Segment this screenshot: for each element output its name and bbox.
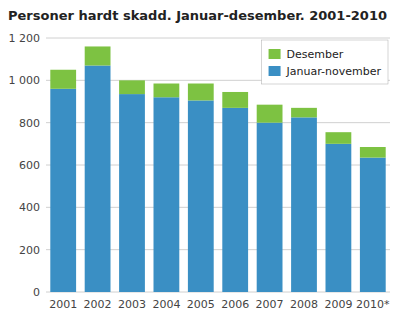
bar-segment [257, 123, 283, 292]
x-tick-label: 2001 [49, 298, 77, 311]
chart: Personer hardt skadd. Januar-desember. 2… [0, 0, 400, 320]
x-tick-label: 2002 [84, 298, 112, 311]
chart-container: Personer hardt skadd. Januar-desember. 2… [0, 0, 400, 320]
bar-segment [154, 84, 180, 98]
x-tick-label: 2004 [152, 298, 180, 311]
y-tick-label: 600 [19, 159, 40, 172]
x-tick-label: 2006 [221, 298, 249, 311]
y-tick-label: 0 [33, 286, 40, 299]
legend-label: Januar-november [286, 65, 382, 78]
x-tick-label: 2009 [324, 298, 352, 311]
legend-frame [262, 40, 388, 84]
bar-segment [85, 46, 111, 65]
bar-segment [119, 94, 145, 292]
grid-line [46, 38, 390, 39]
legend-label: Desember [287, 48, 344, 61]
bar-segment [222, 108, 248, 292]
x-tick-label: 2003 [118, 298, 146, 311]
legend: Desember Januar-november [262, 40, 388, 84]
bar-segment [360, 147, 386, 158]
bar-segment [291, 108, 317, 118]
title: Personer hardt skadd. Januar-desember. 2… [8, 8, 387, 23]
y-tick-label: 1 000 [9, 74, 41, 87]
y-tick-label: 800 [19, 117, 40, 130]
x-axis: 2001 2002 2003 2004 2005 2006 2007 2008 2009 2010… [49, 298, 390, 311]
bar-segment [50, 70, 76, 89]
y-tick-label: 400 [19, 201, 40, 214]
bar-segment [326, 144, 352, 292]
y-tick-label: 200 [19, 244, 40, 257]
x-tick-label: 2010* [356, 298, 390, 311]
bar-segment [360, 158, 386, 292]
bar-segment [257, 105, 283, 123]
x-tick-label: 2005 [187, 298, 215, 311]
y-tick-label: 1 200 [9, 32, 41, 45]
grid [46, 38, 390, 292]
bar-segment [154, 97, 180, 292]
bar-segment [119, 80, 145, 94]
bar-segment [85, 66, 111, 292]
bar-segment [326, 132, 352, 144]
bar-segment [188, 100, 214, 292]
legend-swatch [269, 66, 281, 76]
y-axis: 0 200 400 600 800 1 000 1 200 [9, 32, 41, 299]
bar-segment [291, 117, 317, 292]
bar-segment [222, 92, 248, 108]
x-tick-label: 2008 [290, 298, 318, 311]
x-tick-label: 2007 [256, 298, 284, 311]
legend-swatch [269, 49, 281, 59]
bar-segment [188, 84, 214, 101]
bar-segment [50, 89, 76, 292]
